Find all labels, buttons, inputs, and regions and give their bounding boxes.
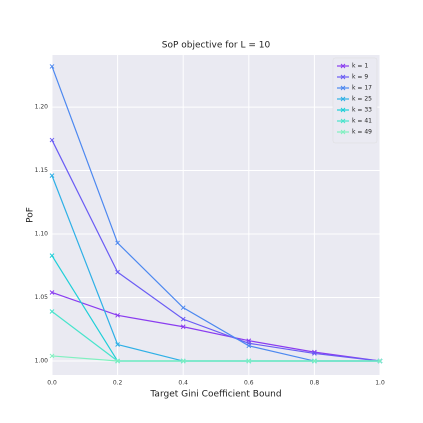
- x-tick-label: 0.2: [113, 380, 123, 387]
- marker: [115, 358, 120, 364]
- y-tick-label: 1.00: [35, 358, 49, 365]
- x-tick-label: 0.6: [244, 380, 254, 387]
- legend-label: k = 41: [352, 118, 372, 125]
- y-axis-label: PoF: [26, 207, 36, 223]
- marker: [340, 129, 346, 135]
- line: [51, 355, 380, 362]
- marker: [49, 253, 55, 258]
- marker: [340, 107, 346, 113]
- marker: [49, 137, 55, 143]
- marker: [49, 309, 55, 314]
- marker: [340, 96, 346, 102]
- marker: [180, 324, 186, 330]
- chart-title: SoP objective for L = 10: [162, 41, 271, 51]
- y-tick-label: 1.15: [35, 167, 49, 174]
- marker: [49, 290, 55, 295]
- marker: [49, 173, 55, 178]
- marker: [115, 342, 120, 347]
- marker: [49, 64, 55, 69]
- marker: [49, 353, 55, 359]
- legend-label: k = 9: [352, 74, 368, 81]
- x-tick-label: 0.0: [47, 380, 57, 387]
- legend-label: k = 1: [352, 63, 368, 70]
- marker: [115, 269, 120, 275]
- marker: [246, 343, 252, 349]
- line: [51, 139, 381, 362]
- legend-label: k = 25: [352, 96, 372, 103]
- legend-label: k = 17: [352, 85, 372, 92]
- marker: [340, 63, 346, 69]
- y-tick-label: 1.20: [35, 104, 49, 111]
- marker: [180, 358, 186, 364]
- legend-label: k = 33: [352, 107, 372, 114]
- y-tick-label: 1.10: [35, 231, 49, 238]
- legend-label: k = 49: [352, 129, 372, 136]
- y-tick-label: 1.05: [35, 294, 49, 301]
- marker: [115, 312, 120, 318]
- marker: [180, 305, 186, 311]
- marker: [246, 358, 252, 364]
- marker: [377, 358, 383, 364]
- x-tick-label: 1.0: [375, 380, 385, 387]
- line: [51, 291, 381, 362]
- marker: [312, 358, 317, 364]
- x-axis-label: Target Gini Coefficient Bound: [149, 390, 281, 400]
- marker: [115, 240, 120, 246]
- marker: [340, 85, 346, 91]
- marker: [340, 118, 346, 124]
- x-tick-label: 0.4: [178, 380, 188, 387]
- marker: [312, 351, 317, 356]
- marker: [180, 316, 186, 322]
- x-tick-label: 0.8: [310, 380, 320, 387]
- marker: [340, 74, 346, 80]
